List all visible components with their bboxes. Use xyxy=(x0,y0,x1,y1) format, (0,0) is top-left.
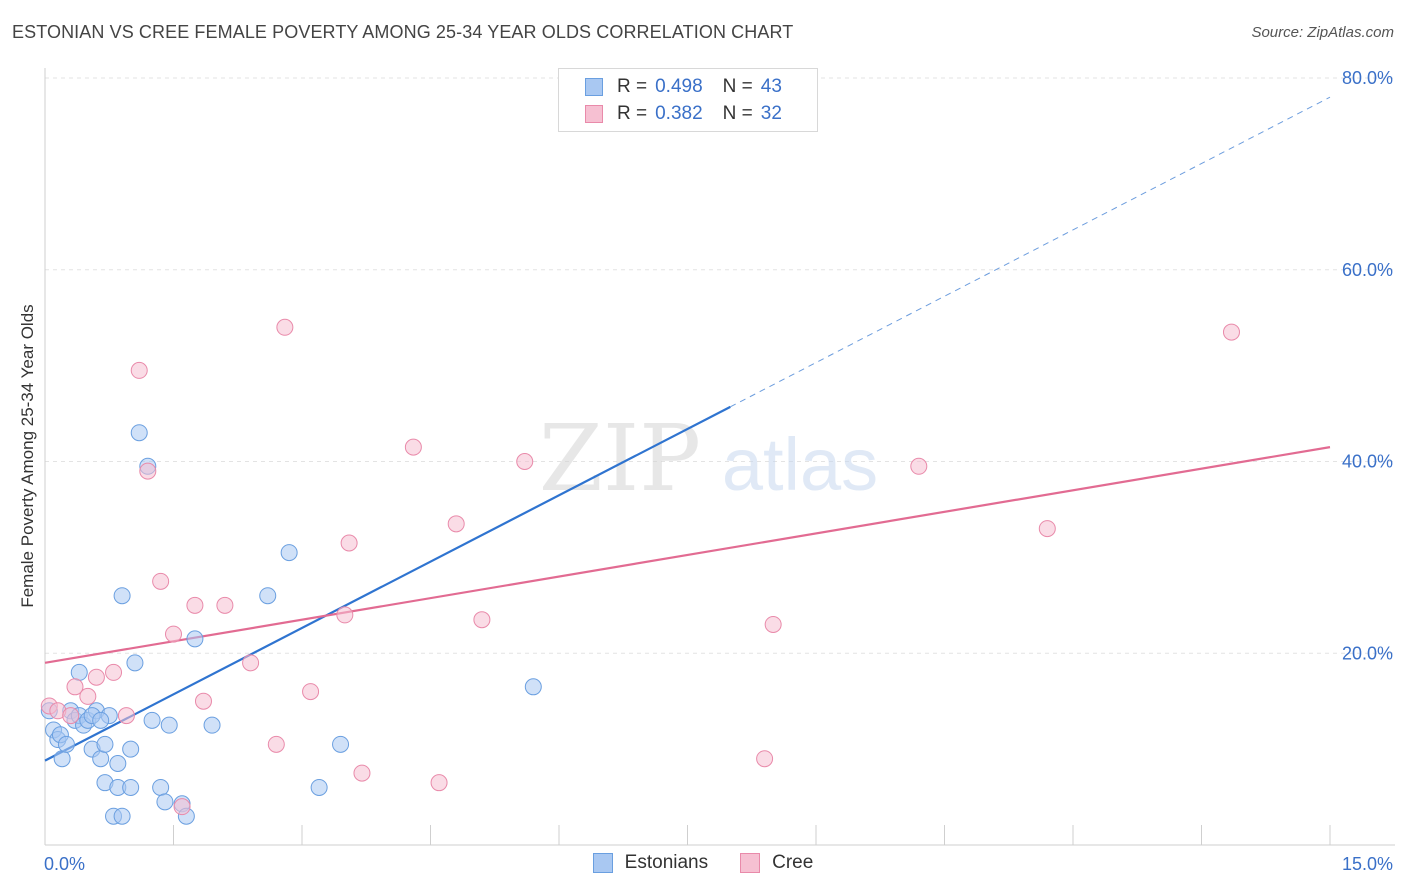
cree-point xyxy=(430,774,448,792)
n-label: N = xyxy=(722,76,753,97)
cree-point xyxy=(105,663,123,681)
estonians-point xyxy=(57,735,75,753)
n-value: 43 xyxy=(760,76,782,97)
estonians-point xyxy=(92,750,110,768)
cree-point xyxy=(242,654,260,672)
cree-point xyxy=(139,462,157,480)
estonians-point xyxy=(143,711,161,729)
estonians-point xyxy=(160,716,178,734)
y-tick-label: 60.0% xyxy=(1342,260,1393,280)
estonians-points xyxy=(40,424,542,825)
estonians-point xyxy=(96,735,114,753)
y-tick-label: 40.0% xyxy=(1342,452,1393,472)
estonians-point xyxy=(70,663,88,681)
gridlines xyxy=(45,77,1395,654)
cree-point xyxy=(276,318,294,336)
cree-point xyxy=(62,707,80,725)
cree-trend-line xyxy=(44,446,1331,664)
estonians-point xyxy=(126,654,144,672)
estonians-legend-swatch xyxy=(592,853,613,873)
estonians-trend-extension xyxy=(730,96,1331,408)
cree-point xyxy=(1038,520,1056,538)
cree-point xyxy=(165,625,182,643)
cree-point xyxy=(910,457,928,475)
cree-point xyxy=(79,687,97,705)
cree-point xyxy=(152,572,170,590)
n-label: N = xyxy=(722,103,753,124)
estonians-point xyxy=(310,778,328,796)
cree-point xyxy=(764,615,782,633)
r-label: R = xyxy=(617,103,648,124)
estonians-point xyxy=(280,544,298,562)
cree-point xyxy=(66,678,84,696)
legend-row-estonians: R = 0.498 N = 43 xyxy=(585,75,782,99)
estonians-point xyxy=(113,807,131,825)
estonians-point xyxy=(109,755,127,773)
cree-point xyxy=(336,606,354,624)
cree-point xyxy=(1222,323,1240,341)
y-tick-label: 80.0% xyxy=(1342,68,1393,88)
cree-point xyxy=(404,438,422,456)
legend-item-cree[interactable]: Cree xyxy=(740,852,813,874)
x-tick-label: 15.0% xyxy=(1342,854,1393,874)
estonians-swatch xyxy=(585,78,603,96)
cree-point xyxy=(117,707,135,725)
cree-point xyxy=(353,764,371,782)
cree-point xyxy=(87,668,105,686)
estonians-point xyxy=(122,740,140,758)
r-value: 0.382 xyxy=(655,103,703,124)
legend-item-estonians[interactable]: Estonians xyxy=(592,852,709,874)
source-credit: Source: ZipAtlas.com xyxy=(1251,24,1394,41)
cree-point xyxy=(267,735,285,753)
estonians-point xyxy=(130,424,148,442)
estonians-point xyxy=(152,778,170,796)
estonians-trend-line xyxy=(44,405,731,762)
estonians-point xyxy=(113,587,131,605)
axes xyxy=(44,68,1395,846)
estonians-point xyxy=(92,711,110,729)
y-tick-label: 20.0% xyxy=(1342,643,1393,663)
watermark-zip: ZIP xyxy=(539,405,701,512)
cree-swatch xyxy=(585,105,603,123)
cree-point xyxy=(756,750,774,768)
estonians-point xyxy=(122,778,140,796)
cree-point xyxy=(173,798,191,816)
stats-legend: R = 0.498 N = 43 R = 0.382 N = 32 xyxy=(558,68,818,132)
legend-label: Cree xyxy=(772,852,814,873)
estonians-point xyxy=(332,735,350,753)
tick-labels: 20.0% 40.0% 60.0% 80.0% 0.0% 15.0% xyxy=(44,68,1393,874)
estonians-point xyxy=(156,793,174,811)
n-value: 32 xyxy=(760,103,782,124)
estonians-point xyxy=(524,678,542,696)
cree-point xyxy=(302,683,320,701)
watermark: ZIP atlas xyxy=(539,405,878,512)
cree-point xyxy=(186,596,204,614)
cree-point xyxy=(216,596,234,614)
legend-label: Estonians xyxy=(624,852,709,873)
cree-point xyxy=(473,611,491,629)
r-label: R = xyxy=(617,76,648,97)
series-legend: Estonians Cree xyxy=(0,852,1406,874)
x-tick-label: 0.0% xyxy=(44,854,85,874)
estonians-point xyxy=(259,587,277,605)
cree-point xyxy=(194,692,212,710)
estonians-point xyxy=(203,716,221,734)
estonians-point xyxy=(186,630,204,648)
cree-point xyxy=(340,534,358,552)
chart-title: ESTONIAN VS CREE FEMALE POVERTY AMONG 25… xyxy=(12,22,794,42)
legend-row-cree: R = 0.382 N = 32 xyxy=(585,102,782,126)
cree-point xyxy=(130,361,148,379)
trend-lines xyxy=(44,96,1331,762)
cree-legend-swatch xyxy=(740,853,761,873)
cree-point xyxy=(516,453,534,470)
estonians-point xyxy=(53,750,71,768)
r-value: 0.498 xyxy=(655,76,703,97)
cree-point xyxy=(447,515,465,533)
watermark-atlas: atlas xyxy=(722,423,878,506)
